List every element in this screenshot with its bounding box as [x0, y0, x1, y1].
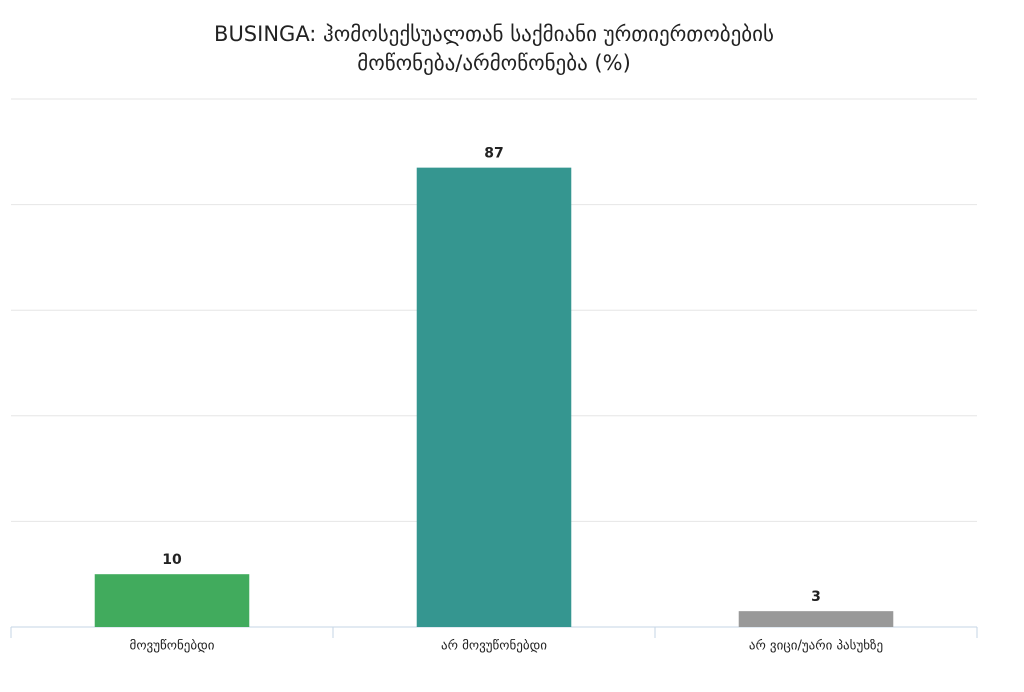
bar — [416, 167, 572, 627]
chart-title: BUSINGA: ჰომოსექსუალთან საქმიანი ურთიერთ… — [214, 22, 774, 46]
bar — [94, 574, 250, 627]
x-tick-label: არ მოვუწონებდი — [441, 639, 547, 654]
data-label: 10 — [162, 552, 182, 568]
data-label: 3 — [811, 589, 821, 605]
data-label: 87 — [484, 146, 503, 162]
x-tick-label: არ ვიცი/უარი პასუხზე — [749, 639, 883, 654]
bar — [738, 611, 894, 627]
chart-title: მოწონება/არმოწონება (%) — [357, 51, 631, 75]
x-tick-label: მოვუწონებდი — [130, 639, 215, 654]
